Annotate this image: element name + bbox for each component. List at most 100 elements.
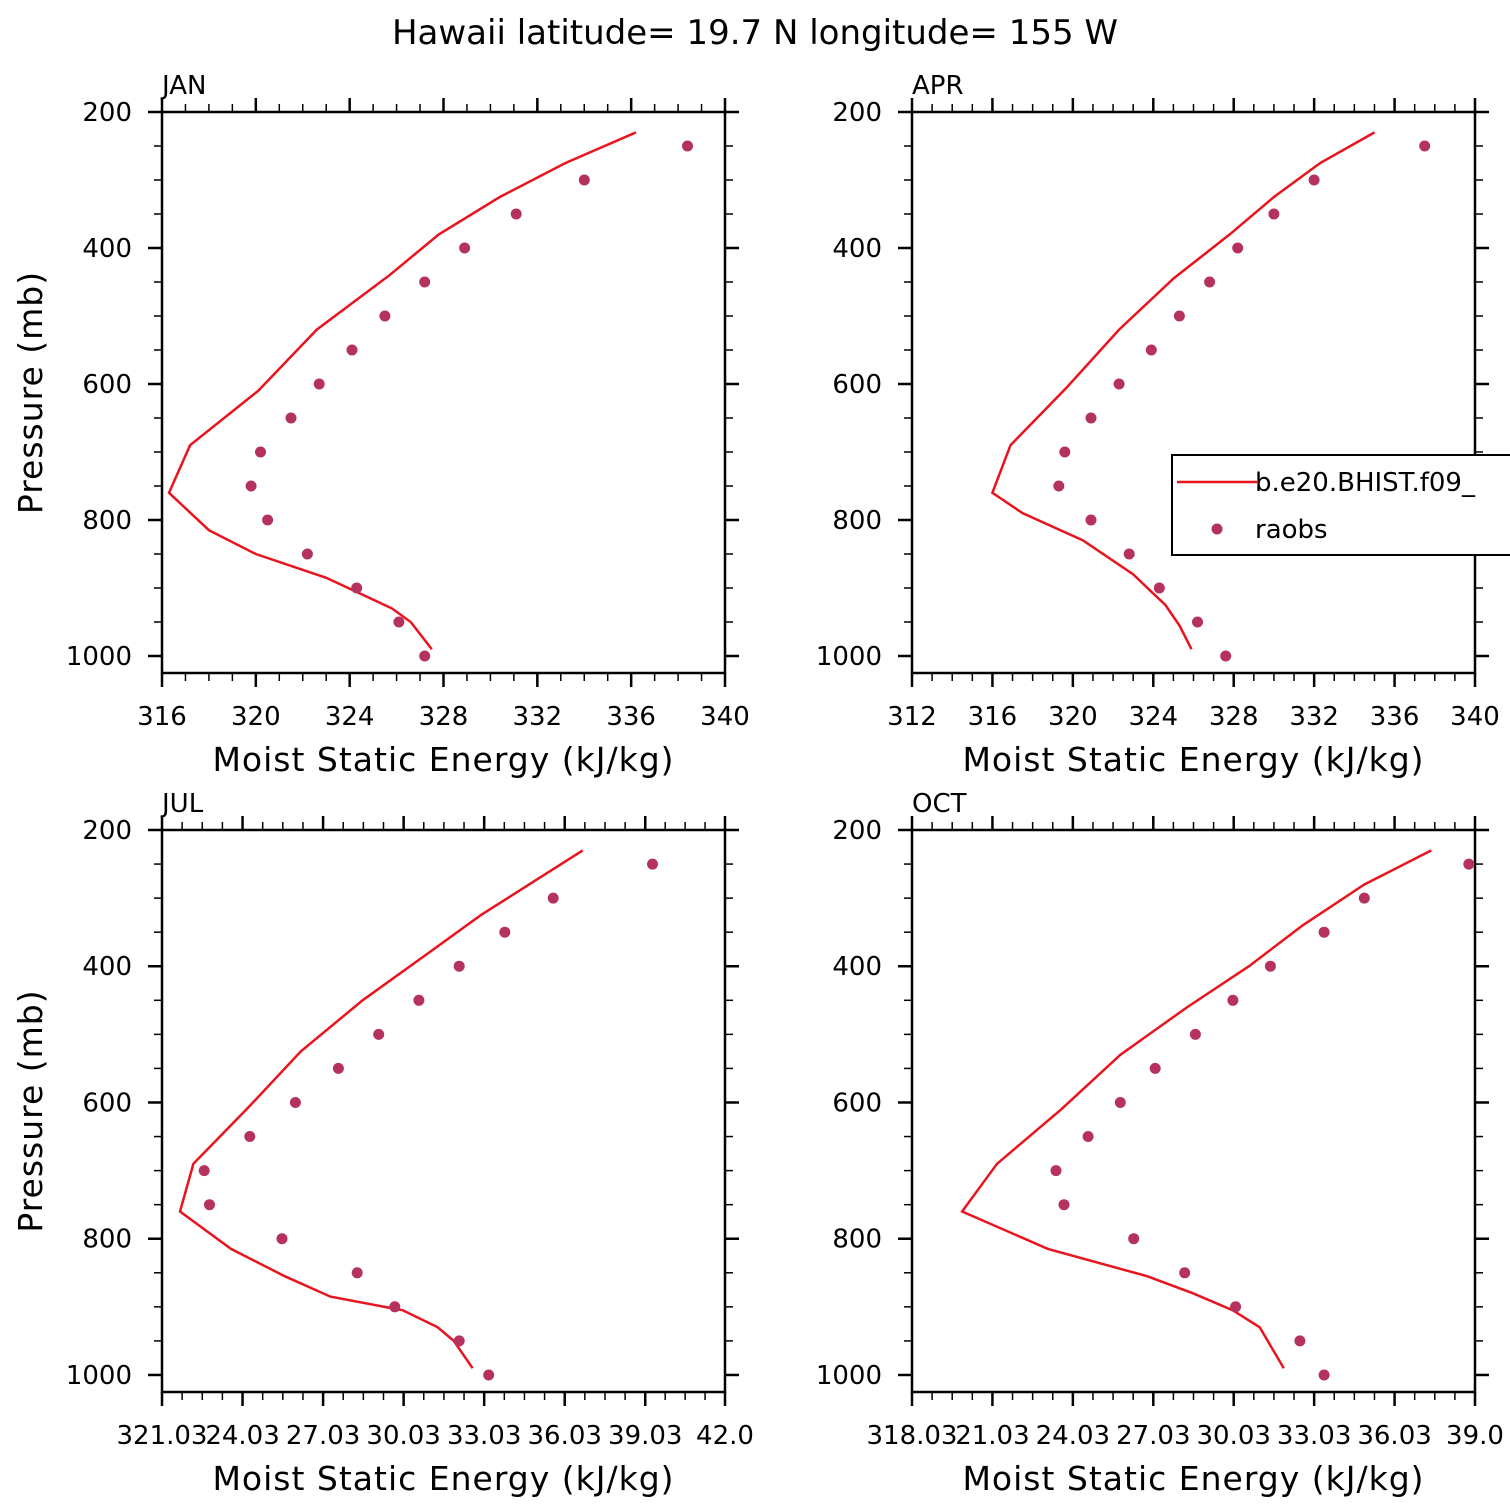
model-profile-line [167, 131, 637, 650]
raobs-point [1059, 446, 1071, 458]
raobs-point [289, 1097, 301, 1108]
x-tick-label: 321.03 [117, 1421, 208, 1451]
y-tick-label: 1000 [816, 1361, 882, 1391]
y-tick-label: 600 [832, 370, 882, 400]
raobs-point [1220, 650, 1232, 662]
x-tick-label: 320 [231, 702, 281, 732]
raobs-point [1358, 892, 1370, 904]
y-tick-label: 400 [82, 952, 132, 982]
x-tick-label: 42.0 [696, 1421, 754, 1451]
y-tick-label: 400 [82, 234, 132, 264]
y-tick-label: 600 [82, 1088, 132, 1118]
raobs-point [1463, 858, 1475, 870]
raobs-point [1419, 140, 1431, 152]
raobs-point [647, 858, 658, 870]
raobs-point [453, 1335, 465, 1347]
raobs-point [1123, 548, 1135, 560]
x-tick-label: 336 [1370, 702, 1420, 732]
y-tick-label: 800 [832, 1225, 882, 1255]
model-profile-line [178, 849, 584, 1369]
raobs-point [285, 412, 297, 424]
raobs-point [419, 276, 431, 288]
x-tick-label: 30.03 [366, 1421, 440, 1451]
x-tick-label: 336 [606, 702, 656, 732]
raobs-point [413, 994, 425, 1006]
x-tick-label: 332 [513, 702, 563, 732]
raobs-point [1189, 1028, 1201, 1040]
raobs-point [1227, 994, 1239, 1006]
x-tick-label: 324 [1128, 702, 1178, 732]
raobs-point [373, 1028, 385, 1040]
x-tick-label: 33.03 [1277, 1421, 1351, 1451]
raobs-point [1053, 480, 1065, 492]
x-tick-label: 318.03 [867, 1421, 958, 1451]
raobs-point [1268, 208, 1280, 220]
raobs-point [1114, 1097, 1126, 1108]
x-tick-label: 33.03 [447, 1421, 521, 1451]
raobs-point [1264, 960, 1276, 972]
raobs-point [1179, 1267, 1191, 1279]
raobs-point [332, 1062, 344, 1074]
raobs-point [1153, 582, 1165, 594]
raobs-point [1085, 412, 1097, 424]
raobs-point [255, 446, 266, 458]
x-tick-label: 36.03 [527, 1421, 601, 1451]
x-tick-label: 36.03 [1357, 1421, 1431, 1451]
raobs-point [204, 1199, 215, 1211]
raobs-point [1204, 276, 1216, 288]
y-tick-label: 800 [82, 1225, 132, 1255]
raobs-point [1192, 616, 1203, 628]
x-tick-label: 316 [137, 702, 187, 732]
raobs-point [1230, 1301, 1242, 1313]
x-tick-label: 332 [1289, 702, 1339, 732]
raobs-point [351, 582, 363, 594]
panel-title: JUL [160, 789, 204, 819]
raobs-point [1085, 514, 1097, 526]
x-tick-label: 30.03 [1196, 1421, 1270, 1451]
x-axis-label: Moist Static Energy (kJ/kg) [212, 740, 674, 779]
x-axis-label: Moist Static Energy (kJ/kg) [212, 1459, 674, 1498]
model-profile-line [990, 131, 1376, 650]
x-tick-label: 21.03 [955, 1421, 1029, 1451]
raobs-point [379, 310, 391, 322]
plot-frame [910, 828, 1477, 1394]
legend-model-label: b.e20.BHIST.f09_ [1255, 468, 1476, 498]
panel-title: APR [912, 71, 964, 101]
raobs-point [1082, 1131, 1094, 1142]
x-tick-label: 312 [887, 702, 937, 732]
raobs-point [1149, 1062, 1161, 1074]
plot-frame [160, 110, 727, 675]
raobs-point [1294, 1335, 1306, 1347]
y-axis-label: Pressure (mb) [11, 271, 50, 514]
y-tick-label: 800 [832, 506, 882, 536]
raobs-point [301, 548, 313, 560]
y-tick-label: 400 [832, 952, 882, 982]
raobs-point [346, 344, 358, 356]
x-tick-label: 320 [1048, 702, 1098, 732]
y-tick-label: 200 [82, 816, 132, 846]
raobs-point [1128, 1233, 1140, 1245]
x-axis-label: Moist Static Energy (kJ/kg) [962, 1459, 1424, 1498]
raobs-point [262, 514, 274, 526]
legend-obs-label: raobs [1255, 515, 1328, 545]
raobs-point [1318, 926, 1330, 938]
raobs-point [1050, 1165, 1062, 1177]
figure-title: Hawaii latitude= 19.7 N longitude= 155 W [392, 13, 1118, 53]
legend: b.e20.BHIST.f09_ raobs [1171, 454, 1510, 556]
x-tick-label: 39.03 [608, 1421, 682, 1451]
raobs-point [578, 174, 590, 186]
raobs-point [1058, 1199, 1070, 1211]
x-tick-label: 328 [419, 702, 469, 732]
raobs-point [1173, 310, 1185, 322]
raobs-point [419, 650, 431, 662]
raobs-point [276, 1233, 288, 1245]
raobs-point [1232, 242, 1244, 254]
raobs-point [393, 616, 405, 628]
raobs-point [453, 960, 465, 972]
y-tick-label: 200 [82, 98, 132, 128]
